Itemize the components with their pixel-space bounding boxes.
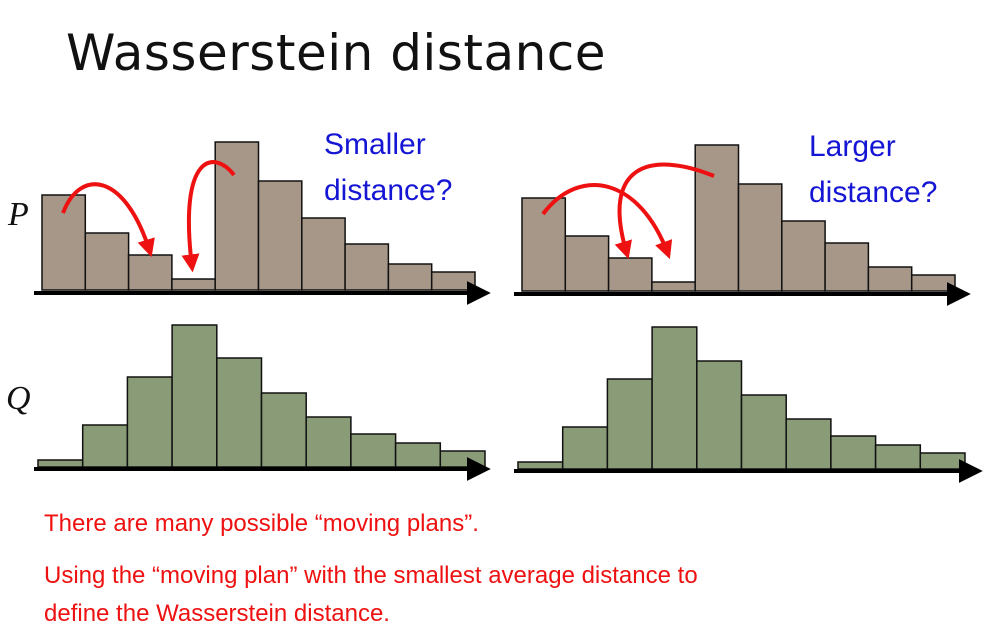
histogram-p-right bbox=[521, 144, 956, 292]
histogram-q-right bbox=[517, 326, 966, 470]
bar-q-right-10 bbox=[919, 452, 966, 470]
histogram-q-left bbox=[37, 324, 486, 468]
bar-q-left-8 bbox=[350, 433, 397, 468]
bar-p-left-7 bbox=[301, 217, 346, 291]
bar-p-left-2 bbox=[84, 232, 130, 291]
bar-p-right-5 bbox=[694, 144, 740, 292]
bar-q-right-6 bbox=[740, 394, 787, 470]
bar-q-right-1 bbox=[517, 461, 564, 470]
bar-q-right-7 bbox=[785, 418, 832, 470]
annotation-smaller-line2: distance? bbox=[324, 174, 453, 207]
bar-p-left-8 bbox=[344, 243, 390, 291]
bar-p-right-8 bbox=[824, 242, 870, 292]
bar-p-left-6 bbox=[257, 180, 303, 291]
annotation-larger: Larger distance? bbox=[809, 124, 937, 216]
slide-title: Wasserstein distance bbox=[66, 24, 607, 82]
bar-q-left-2 bbox=[81, 424, 129, 468]
histogram-p-left bbox=[41, 141, 476, 291]
caption-line-2: Using the “moving plan” with the smalles… bbox=[44, 562, 698, 589]
annotation-larger-line1: Larger bbox=[809, 130, 896, 163]
bar-q-left-3 bbox=[126, 376, 173, 468]
bar-q-right-8 bbox=[830, 435, 877, 470]
bar-q-left-5 bbox=[216, 357, 263, 468]
annotation-smaller-line1: Smaller bbox=[324, 128, 426, 161]
bar-q-left-4 bbox=[171, 324, 218, 468]
bar-p-right-7 bbox=[781, 220, 826, 292]
moving-arrow-right-2 bbox=[614, 162, 715, 260]
bar-p-right-6 bbox=[737, 183, 783, 292]
bar-q-left-7 bbox=[305, 416, 352, 468]
bar-p-right-2 bbox=[564, 235, 610, 292]
bar-p-left-9 bbox=[387, 263, 433, 291]
bar-q-right-2 bbox=[561, 426, 609, 470]
bar-q-right-4 bbox=[651, 326, 698, 470]
bar-q-left-9 bbox=[394, 442, 442, 468]
bar-q-left-10 bbox=[439, 450, 486, 468]
bar-p-right-3 bbox=[607, 257, 653, 292]
bar-p-right-4 bbox=[651, 281, 696, 292]
caption-line-1: There are many possible “moving plans”. bbox=[44, 510, 479, 537]
row-label-p: P bbox=[8, 196, 29, 233]
moving-arrow-left-1 bbox=[61, 182, 155, 258]
bar-p-right-10 bbox=[910, 274, 956, 292]
annotation-smaller: Smaller distance? bbox=[324, 122, 452, 214]
row-label-q: Q bbox=[6, 380, 31, 417]
bar-q-left-6 bbox=[260, 392, 307, 468]
bar-p-left-3 bbox=[127, 254, 173, 291]
moving-arrow-right-1 bbox=[541, 183, 673, 260]
bar-p-right-9 bbox=[867, 266, 913, 292]
bar-q-right-3 bbox=[606, 378, 653, 470]
caption-line-3: define the Wasserstein distance. bbox=[44, 600, 390, 627]
bar-p-left-10 bbox=[430, 271, 476, 291]
moving-arrow-left-2 bbox=[181, 160, 236, 273]
annotation-larger-line2: distance? bbox=[809, 176, 938, 209]
bar-q-left-1 bbox=[37, 459, 84, 468]
bar-q-right-5 bbox=[696, 360, 743, 470]
bar-q-right-9 bbox=[874, 444, 922, 470]
bar-p-left-4 bbox=[171, 278, 216, 291]
